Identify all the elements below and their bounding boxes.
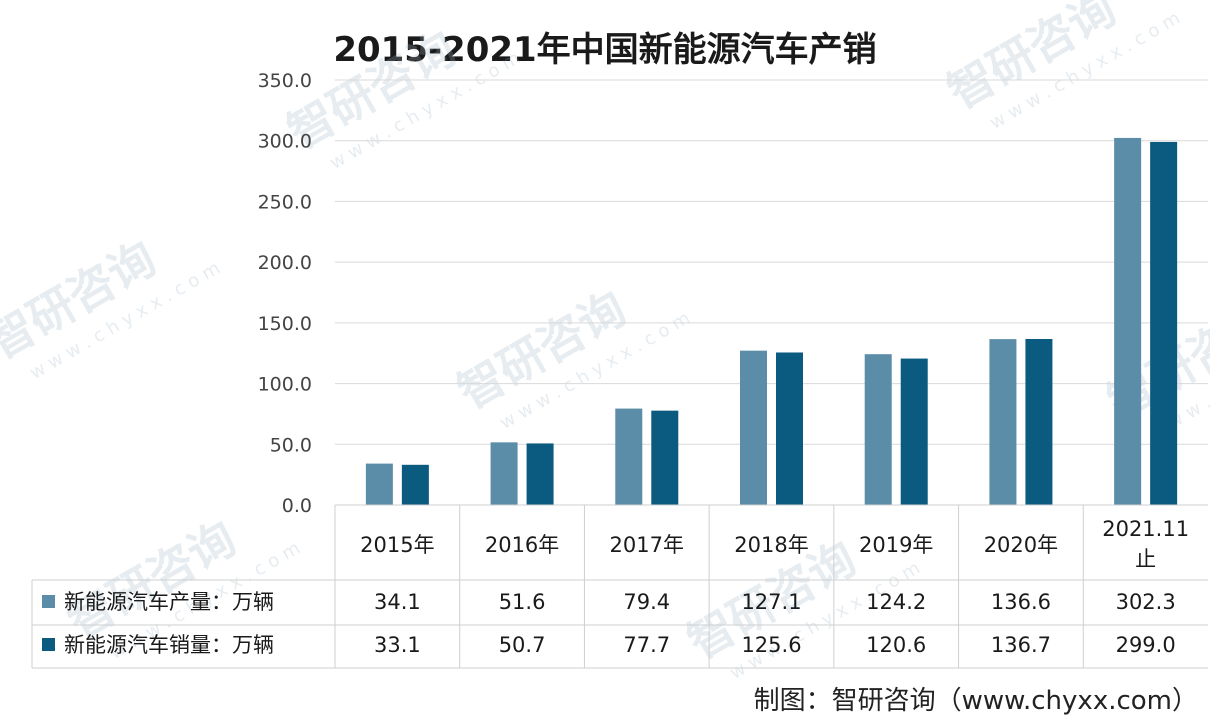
data-label: 125.6 — [741, 633, 801, 657]
bar-sales — [651, 410, 679, 505]
y-tick-label: 200.0 — [258, 252, 312, 274]
bar-production — [864, 354, 892, 505]
data-label: 34.1 — [374, 590, 421, 614]
y-tick-label: 150.0 — [258, 313, 312, 335]
data-label: 33.1 — [374, 633, 421, 657]
bar-production — [615, 408, 643, 505]
data-label: 50.7 — [499, 633, 546, 657]
y-tick-label: 300.0 — [258, 131, 312, 153]
data-label: 136.6 — [991, 590, 1051, 614]
y-axis-ticks: 0.0 50.0 100.0 150.0 200.0 250.0 300.0 350.0 — [258, 70, 312, 517]
x-tick-label: 2020年 — [984, 533, 1058, 557]
bar-sales — [401, 464, 429, 505]
x-tick-label: 2021.11 止 — [1102, 517, 1189, 571]
data-label: 120.6 — [866, 633, 926, 657]
bar-sales — [526, 443, 554, 505]
y-tick-label: 0.0 — [282, 495, 312, 517]
bar-production — [740, 350, 767, 505]
data-label: 77.7 — [623, 633, 670, 657]
bar-production — [989, 339, 1017, 505]
bar-production — [490, 442, 518, 505]
grid-lines — [335, 79, 1208, 506]
bar-sales — [1150, 141, 1178, 505]
data-label: 302.3 — [1116, 590, 1176, 614]
x-tick-label: 2015年 — [360, 533, 434, 557]
data-label: 136.7 — [991, 633, 1051, 657]
chart-title: 2015-2021年中国新能源汽车产销 — [333, 30, 877, 70]
bar-sales — [900, 358, 928, 505]
x-tick-label: 2018年 — [734, 533, 808, 557]
y-tick-label: 50.0 — [270, 434, 312, 456]
bars-layer — [365, 137, 1178, 505]
x-tick-label: 2016年 — [485, 533, 559, 557]
x-tick-label: 2017年 — [610, 533, 684, 557]
source-credit: 制图：智研咨询（www.chyxx.com） — [753, 686, 1198, 716]
y-tick-label: 350.0 — [258, 70, 312, 92]
legend-swatch — [42, 595, 55, 608]
bar-sales — [1025, 339, 1053, 505]
legend-label: 新能源汽车销量：万辆 — [64, 633, 274, 657]
data-label: 79.4 — [623, 590, 670, 614]
legend-label: 新能源汽车产量：万辆 — [64, 590, 274, 614]
y-tick-label: 250.0 — [258, 191, 312, 213]
y-tick-label: 100.0 — [258, 374, 312, 396]
bar-production — [1114, 137, 1142, 505]
x-tick-label: 2019年 — [859, 533, 933, 557]
bar-production — [365, 463, 393, 505]
bar-sales — [776, 352, 803, 505]
data-label: 124.2 — [866, 590, 926, 614]
data-label: 127.1 — [741, 590, 801, 614]
legend-swatch — [42, 638, 55, 651]
data-label: 299.0 — [1116, 633, 1176, 657]
data-label: 51.6 — [499, 590, 546, 614]
data-table: 2015年 2016年 2017年 2018年 2019年 2020年 2021.11 止新能… — [31, 504, 1208, 669]
